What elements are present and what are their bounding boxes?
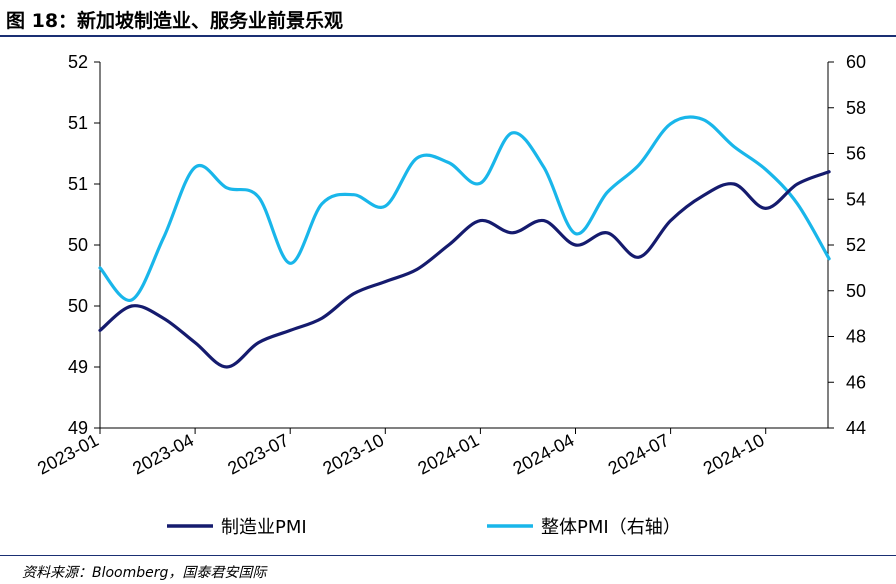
composite-pmi-line [98,115,831,302]
x-tick-label: 2024-01 [415,430,483,479]
x-tick-label: 2023-07 [224,430,292,479]
legend-composite-label: 整体PMI（右轴） [541,517,681,538]
right-tick-label: 60 [846,52,866,72]
left-tick-label: 50 [68,235,88,255]
dual-axis-line-chart: 52 51 51 50 50 49 49 60 58 56 54 52 50 48 46 44 2023-0… [34,52,866,538]
x-axis-ticks: 2023-01 2023-04 2023-07 2023-10 2024-01 2024-… [34,428,768,479]
legend-manufacturing-label: 制造业PMI [221,517,307,538]
right-tick-label: 50 [846,281,866,301]
source-note: 资料来源：Bloomberg，国泰君安国际 [22,565,267,581]
x-tick-label: 2024-10 [700,430,768,479]
left-tick-label: 51 [68,174,88,194]
left-tick-label: 51 [68,113,88,133]
right-tick-label: 54 [846,189,866,209]
right-tick-label: 48 [846,327,866,347]
right-tick-label: 44 [846,418,866,438]
left-tick-label: 49 [68,357,88,377]
right-tick-label: 46 [846,372,866,392]
right-tick-label: 56 [846,144,866,164]
x-tick-label: 2023-10 [319,430,387,479]
left-tick-label: 49 [68,418,88,438]
chart-title: 图 18：新加坡制造业、服务业前景乐观 [6,10,344,32]
right-tick-label: 58 [846,98,866,118]
left-axis-ticks: 52 51 51 50 50 49 49 [68,52,100,438]
right-axis-ticks: 60 58 56 54 52 50 48 46 44 [828,52,866,438]
series-lines [98,115,831,369]
axes [99,62,829,429]
legend: 制造业PMI 整体PMI（右轴） [167,517,681,538]
left-tick-label: 52 [68,52,88,72]
left-tick-label: 50 [68,296,88,316]
x-tick-label: 2024-07 [605,430,673,479]
title-divider [0,35,896,37]
source-divider [0,555,896,556]
x-tick-label: 2023-04 [129,430,197,479]
x-tick-label: 2024-04 [510,430,578,479]
right-tick-label: 52 [846,235,866,255]
manufacturing-pmi-line [98,170,831,369]
